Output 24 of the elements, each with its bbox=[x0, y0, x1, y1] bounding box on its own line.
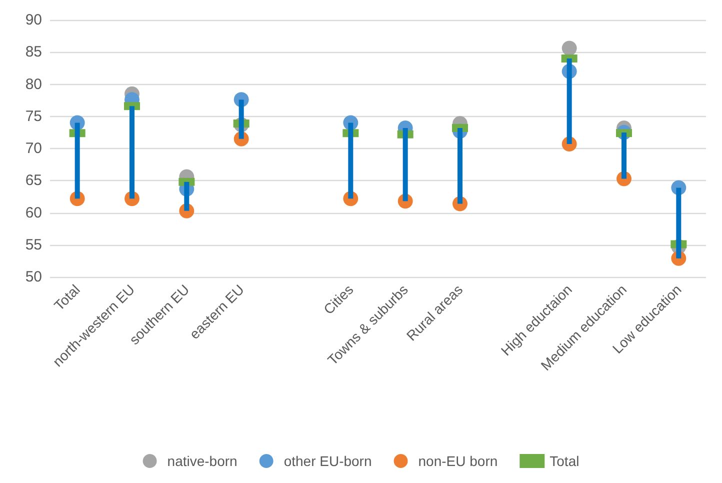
bar bbox=[238, 100, 244, 139]
y-tick-label: 85 bbox=[25, 44, 42, 61]
bar bbox=[402, 128, 408, 202]
y-tick-label: 80 bbox=[25, 76, 42, 93]
legend-label: non-EU born bbox=[418, 453, 498, 469]
bar bbox=[130, 106, 134, 199]
y-tick-label: 75 bbox=[25, 108, 42, 125]
y-tick-label: 60 bbox=[25, 204, 42, 222]
y-tick-label: 50 bbox=[25, 268, 42, 286]
legend-label: Total bbox=[550, 453, 580, 469]
bar bbox=[348, 122, 354, 199]
bar bbox=[622, 132, 626, 179]
y-tick-label: 70 bbox=[25, 140, 42, 157]
bar bbox=[74, 122, 80, 199]
legend-label: other EU-born bbox=[284, 453, 372, 469]
bar bbox=[676, 188, 682, 258]
bar bbox=[458, 128, 462, 204]
y-tick-label: 65 bbox=[25, 172, 42, 190]
y-tick-label: 90 bbox=[25, 12, 42, 28]
point bbox=[562, 40, 577, 56]
bar bbox=[566, 58, 572, 144]
y-tick-label: 55 bbox=[25, 236, 42, 254]
legend-label: native-born bbox=[167, 453, 238, 469]
bar bbox=[184, 182, 190, 211]
